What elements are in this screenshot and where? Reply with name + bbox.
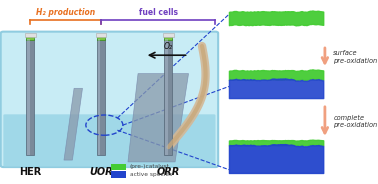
Bar [164, 39, 172, 155]
Text: active species: active species [130, 172, 172, 177]
Text: UOR: UOR [89, 167, 113, 177]
FancyBboxPatch shape [3, 114, 215, 167]
Text: surface
pre-oxidation: surface pre-oxidation [333, 50, 378, 64]
Bar [111, 171, 126, 178]
Bar [111, 164, 126, 170]
Bar [98, 39, 101, 155]
Bar [96, 33, 106, 37]
Bar [26, 39, 34, 155]
Text: ORR: ORR [157, 167, 180, 177]
Bar [164, 36, 172, 40]
Text: HER: HER [19, 167, 42, 177]
Bar [97, 36, 105, 40]
Text: O₂: O₂ [164, 42, 173, 51]
Bar [163, 33, 174, 37]
Bar [97, 39, 105, 155]
Text: complete
pre-oxidation: complete pre-oxidation [333, 115, 378, 128]
FancyBboxPatch shape [1, 32, 218, 167]
Bar [229, 11, 323, 44]
Bar [165, 39, 168, 155]
Bar [25, 33, 36, 37]
Text: fuel cells: fuel cells [139, 8, 178, 17]
Text: H₂ production: H₂ production [36, 8, 95, 17]
Bar [229, 70, 323, 103]
Bar [229, 140, 323, 173]
Bar [26, 36, 34, 40]
Text: (pre-)catalyst: (pre-)catalyst [130, 164, 169, 169]
Bar [27, 39, 30, 155]
Polygon shape [64, 88, 82, 160]
Polygon shape [128, 74, 189, 162]
